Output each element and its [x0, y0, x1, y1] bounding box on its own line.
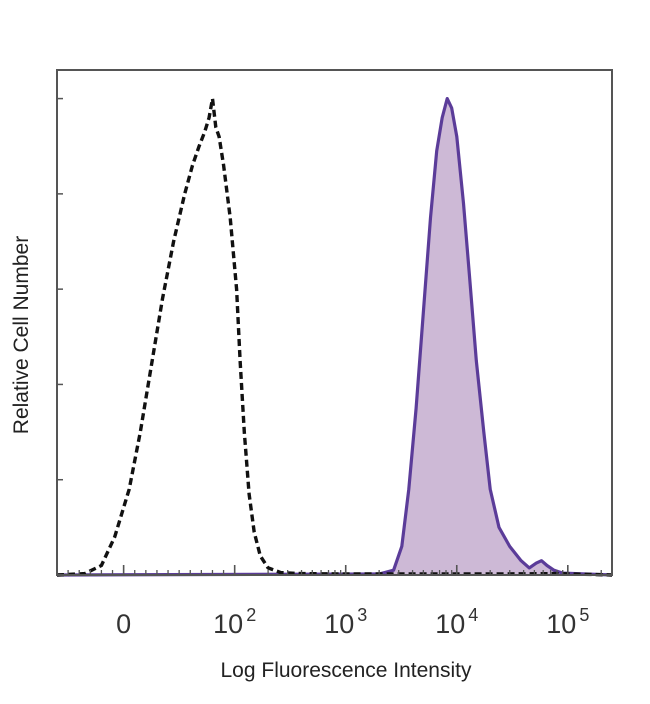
x-axis-tick-labels: 0 10 2 10 3 10 4 10 5: [116, 605, 589, 639]
plot-area: [56, 96, 613, 577]
x-tick-label: 10 4: [435, 605, 478, 639]
control-histogram-line: [56, 96, 613, 577]
x-tick-label: 10 3: [324, 605, 367, 639]
stained-histogram-line: [56, 97, 613, 577]
plot-frame: [56, 69, 613, 576]
x-tick-label: 10 2: [213, 605, 256, 639]
x-axis-ticks: [67, 565, 602, 575]
stained-histogram-fill: [57, 98, 612, 575]
y-axis-ticks: [57, 97, 63, 576]
x-tick-label: 10 5: [546, 605, 589, 639]
x-axis-title: Log Fluorescence Intensity: [221, 659, 472, 682]
x-tick-label: 0: [116, 609, 131, 639]
y-axis-title: Relative Cell Number: [10, 236, 33, 434]
